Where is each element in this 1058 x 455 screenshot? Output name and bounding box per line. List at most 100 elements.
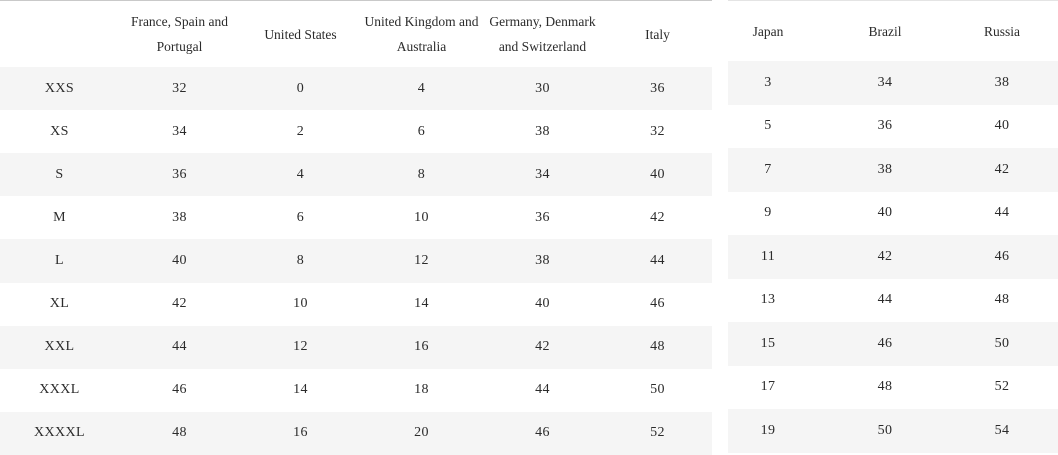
value-cell: 44 (172, 339, 187, 355)
value-cell: 50 (877, 422, 893, 438)
size-label-cell: XXXXL (34, 425, 85, 441)
table-row: 9 40 44 (728, 192, 1058, 236)
value-cell: 3 (764, 74, 772, 90)
value-cell: 17 (760, 379, 776, 395)
table-row: XL 42 10 14 40 46 (0, 283, 712, 326)
value-cell: 42 (535, 339, 550, 355)
value-cell: 40 (650, 166, 665, 182)
table-row: XS 34 2 6 38 32 (0, 110, 712, 153)
value-cell: 52 (994, 379, 1010, 395)
value-cell: 12 (293, 339, 308, 355)
column-header: France, Spain and Portugal (130, 14, 229, 54)
size-label-cell: XXL (44, 339, 75, 355)
value-cell: 50 (994, 335, 1010, 351)
value-cell: 6 (296, 209, 305, 225)
value-cell: 6 (417, 123, 426, 139)
size-label-cell: XS (50, 123, 69, 139)
value-cell: 34 (535, 166, 550, 182)
value-cell: 48 (172, 425, 187, 441)
value-cell: 14 (293, 382, 308, 398)
value-cell: 13 (760, 292, 776, 308)
table-row: 11 42 46 (728, 235, 1058, 279)
value-cell: 46 (172, 382, 187, 398)
table-row: 13 44 48 (728, 279, 1058, 323)
value-cell: 10 (414, 209, 429, 225)
table-row: S 36 4 8 34 40 (0, 153, 712, 197)
value-cell: 48 (877, 379, 893, 395)
value-cell: 2 (296, 123, 305, 139)
value-cell: 9 (764, 205, 772, 221)
value-cell: 15 (760, 335, 776, 351)
value-cell: 40 (877, 205, 893, 221)
value-cell: 46 (535, 425, 550, 441)
value-cell: 4 (417, 80, 426, 96)
table-row: 17 48 52 (728, 366, 1058, 410)
column-header: United Kingdom and Australia (364, 14, 479, 54)
value-cell: 54 (994, 422, 1010, 438)
value-cell: 32 (172, 80, 187, 96)
left-table-header-row: France, Spain and Portugal United States U… (0, 1, 712, 67)
value-cell: 50 (650, 382, 665, 398)
table-row: 3 34 38 (728, 61, 1058, 105)
value-cell: 52 (650, 425, 665, 441)
size-label-cell: XXS (44, 80, 75, 96)
value-cell: 18 (414, 382, 429, 398)
value-cell: 11 (760, 248, 776, 264)
value-cell: 30 (535, 80, 550, 96)
value-cell: 46 (650, 296, 665, 312)
table-row: 15 46 50 (728, 322, 1058, 366)
value-cell: 40 (172, 252, 187, 268)
value-cell: 44 (535, 382, 550, 398)
size-label-cell: L (55, 252, 64, 268)
value-cell: 46 (994, 248, 1010, 264)
column-header: Japan (752, 23, 784, 39)
value-cell: 38 (877, 161, 893, 177)
value-cell: 7 (764, 161, 772, 177)
value-cell: 48 (650, 339, 665, 355)
table-row: 5 36 40 (728, 105, 1058, 149)
value-cell: 46 (877, 335, 893, 351)
value-cell: 16 (414, 339, 429, 355)
table-row: L 40 8 12 38 44 (0, 239, 712, 283)
size-label-cell: XL (49, 296, 70, 312)
column-header: Germany, Denmark and Switzerland (489, 14, 596, 54)
value-cell: 40 (994, 118, 1010, 134)
value-cell: 38 (535, 123, 550, 139)
column-header: United States (264, 26, 337, 42)
value-cell: 40 (535, 296, 550, 312)
size-label-cell: S (55, 166, 64, 182)
value-cell: 44 (877, 292, 893, 308)
value-cell: 42 (650, 209, 665, 225)
column-header: Brazil (868, 23, 902, 39)
size-table-international: France, Spain and Portugal United States U… (0, 0, 712, 455)
value-cell: 12 (414, 252, 429, 268)
value-cell: 34 (877, 74, 893, 90)
table-row: 19 50 54 (728, 409, 1058, 453)
value-cell: 44 (650, 252, 665, 268)
value-cell: 0 (296, 80, 305, 96)
value-cell: 38 (535, 252, 550, 268)
value-cell: 36 (877, 118, 893, 134)
value-cell: 36 (650, 80, 665, 96)
value-cell: 42 (172, 296, 187, 312)
table-row: XXS 32 0 4 30 36 (0, 67, 712, 111)
value-cell: 32 (650, 123, 665, 139)
value-cell: 8 (417, 166, 426, 182)
column-header: Italy (645, 26, 670, 42)
table-row: XXXL 46 14 18 44 50 (0, 369, 712, 412)
value-cell: 42 (877, 248, 893, 264)
value-cell: 44 (994, 205, 1010, 221)
value-cell: 4 (296, 166, 305, 182)
size-label-cell: XXXL (39, 382, 80, 398)
value-cell: 10 (293, 296, 308, 312)
value-cell: 38 (172, 209, 187, 225)
table-row: XXL 44 12 16 42 48 (0, 325, 712, 369)
value-cell: 48 (994, 292, 1010, 308)
value-cell: 14 (414, 296, 429, 312)
value-cell: 8 (296, 252, 305, 268)
right-table-header-row: Japan Brazil Russia (728, 1, 1058, 61)
left-table-body: XXS 32 0 4 30 36 XS 34 2 6 38 32 S 36 4 8 34 40 M 38 6 10 36 42… (0, 67, 712, 455)
size-table-japan-brazil-russia: Japan Brazil Russia 3 34 38 5 36 40 7 38 42 9 40 44 11… (728, 0, 1058, 453)
value-cell: 16 (293, 425, 308, 441)
